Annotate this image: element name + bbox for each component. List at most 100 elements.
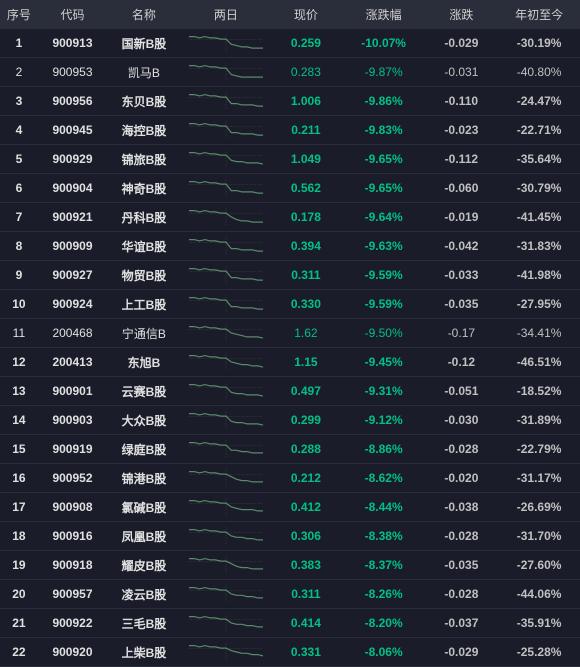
cell-pct: -9.83% (347, 116, 427, 145)
sparkline-chart (189, 440, 263, 458)
cell-seq: 11 (0, 319, 38, 348)
cell-price: 0.331 (271, 638, 347, 667)
cell-ytd: -41.45% (502, 203, 580, 232)
table-row[interactable]: 22900920上柴B股 0.331-8.06%-0.029-25.28% (0, 638, 580, 667)
cell-sparkline (181, 435, 271, 464)
cell-code: 900916 (38, 522, 107, 551)
cell-seq: 16 (0, 464, 38, 493)
cell-pct: -9.12% (347, 406, 427, 435)
cell-sparkline (181, 232, 271, 261)
cell-chg: -0.029 (427, 29, 503, 58)
cell-ytd: -22.79% (502, 435, 580, 464)
cell-ytd: -40.80% (502, 58, 580, 87)
cell-ytd: -31.17% (502, 464, 580, 493)
cell-name: 凤凰B股 (107, 522, 181, 551)
cell-seq: 7 (0, 203, 38, 232)
table-row[interactable]: 15900919绿庭B股 0.288-8.86%-0.028-22.79% (0, 435, 580, 464)
header-name[interactable]: 名称 (107, 0, 181, 29)
cell-chg: -0.020 (427, 464, 503, 493)
table-row[interactable]: 10900924上工B股 0.330-9.59%-0.035-27.95% (0, 290, 580, 319)
cell-code: 900956 (38, 87, 107, 116)
cell-price: 0.288 (271, 435, 347, 464)
table-row[interactable]: 19900918耀皮B股 0.383-8.37%-0.035-27.60% (0, 551, 580, 580)
table-row[interactable]: 7900921丹科B股 0.178-9.64%-0.019-41.45% (0, 203, 580, 232)
cell-pct: -9.63% (347, 232, 427, 261)
cell-chg: -0.028 (427, 580, 503, 609)
table-row[interactable]: 8900909华谊B股 0.394-9.63%-0.042-31.83% (0, 232, 580, 261)
cell-price: 0.383 (271, 551, 347, 580)
cell-pct: -9.45% (347, 348, 427, 377)
cell-seq: 8 (0, 232, 38, 261)
header-chg[interactable]: 涨跌 (427, 0, 503, 29)
cell-sparkline (181, 29, 271, 58)
cell-ytd: -27.95% (502, 290, 580, 319)
cell-pct: -9.86% (347, 87, 427, 116)
cell-price: 0.330 (271, 290, 347, 319)
cell-seq: 5 (0, 145, 38, 174)
cell-code: 900922 (38, 609, 107, 638)
cell-chg: -0.031 (427, 58, 503, 87)
table-row[interactable]: 2900953凯马B 0.283-9.87%-0.031-40.80% (0, 58, 580, 87)
table-row[interactable]: 3900956东贝B股 1.006-9.86%-0.110-24.47% (0, 87, 580, 116)
header-twoday[interactable]: 两日 (181, 0, 271, 29)
header-ytd[interactable]: 年初至今 (502, 0, 580, 29)
table-row[interactable]: 14900903大众B股 0.299-9.12%-0.030-31.89% (0, 406, 580, 435)
header-pct[interactable]: 涨跌幅 (347, 0, 427, 29)
table-row[interactable]: 4900945海控B股 0.211-9.83%-0.023-22.71% (0, 116, 580, 145)
cell-sparkline (181, 319, 271, 348)
header-code[interactable]: 代码 (38, 0, 107, 29)
table-row[interactable]: 11200468宁通信B 1.62-9.50%-0.17-34.41% (0, 319, 580, 348)
cell-pct: -9.50% (347, 319, 427, 348)
cell-seq: 15 (0, 435, 38, 464)
cell-ytd: -35.91% (502, 609, 580, 638)
table-row[interactable]: 9900927物贸B股 0.311-9.59%-0.033-41.98% (0, 261, 580, 290)
table-row[interactable]: 17900908氯碱B股 0.412-8.44%-0.038-26.69% (0, 493, 580, 522)
cell-code: 900918 (38, 551, 107, 580)
table-row[interactable]: 6900904神奇B股 0.562-9.65%-0.060-30.79% (0, 174, 580, 203)
cell-chg: -0.035 (427, 551, 503, 580)
table-row[interactable]: 18900916凤凰B股 0.306-8.38%-0.028-31.70% (0, 522, 580, 551)
sparkline-chart (189, 63, 263, 81)
table-row[interactable]: 20900957凌云B股 0.311-8.26%-0.028-44.06% (0, 580, 580, 609)
table-row[interactable]: 12200413东旭B 1.15-9.45%-0.12-46.51% (0, 348, 580, 377)
sparkline-chart (189, 643, 263, 661)
cell-name: 锦旅B股 (107, 145, 181, 174)
cell-chg: -0.051 (427, 377, 503, 406)
cell-name: 神奇B股 (107, 174, 181, 203)
cell-seq: 19 (0, 551, 38, 580)
cell-name: 云赛B股 (107, 377, 181, 406)
sparkline-chart (189, 150, 263, 168)
cell-sparkline (181, 116, 271, 145)
table-row[interactable]: 5900929锦旅B股 1.049-9.65%-0.112-35.64% (0, 145, 580, 174)
cell-code: 200413 (38, 348, 107, 377)
cell-seq: 1 (0, 29, 38, 58)
cell-chg: -0.060 (427, 174, 503, 203)
cell-ytd: -30.79% (502, 174, 580, 203)
cell-code: 900952 (38, 464, 107, 493)
cell-chg: -0.023 (427, 116, 503, 145)
cell-price: 0.211 (271, 116, 347, 145)
sparkline-chart (189, 121, 263, 139)
cell-ytd: -31.89% (502, 406, 580, 435)
table-row[interactable]: 21900922三毛B股 0.414-8.20%-0.037-35.91% (0, 609, 580, 638)
cell-chg: -0.042 (427, 232, 503, 261)
table-row[interactable]: 1900913国新B股 0.259-10.07%-0.029-30.19% (0, 29, 580, 58)
cell-sparkline (181, 522, 271, 551)
header-price[interactable]: 现价 (271, 0, 347, 29)
cell-code: 900957 (38, 580, 107, 609)
cell-ytd: -34.41% (502, 319, 580, 348)
cell-sparkline (181, 203, 271, 232)
header-seq[interactable]: 序号 (0, 0, 38, 29)
table-row[interactable]: 13900901云赛B股 0.497-9.31%-0.051-18.52% (0, 377, 580, 406)
sparkline-chart (189, 382, 263, 400)
cell-ytd: -27.60% (502, 551, 580, 580)
cell-price: 0.259 (271, 29, 347, 58)
table-row[interactable]: 16900952锦港B股 0.212-8.62%-0.020-31.17% (0, 464, 580, 493)
cell-code: 900921 (38, 203, 107, 232)
cell-name: 上工B股 (107, 290, 181, 319)
cell-pct: -10.07% (347, 29, 427, 58)
cell-sparkline (181, 609, 271, 638)
cell-code: 900920 (38, 638, 107, 667)
cell-ytd: -31.83% (502, 232, 580, 261)
cell-pct: -8.38% (347, 522, 427, 551)
